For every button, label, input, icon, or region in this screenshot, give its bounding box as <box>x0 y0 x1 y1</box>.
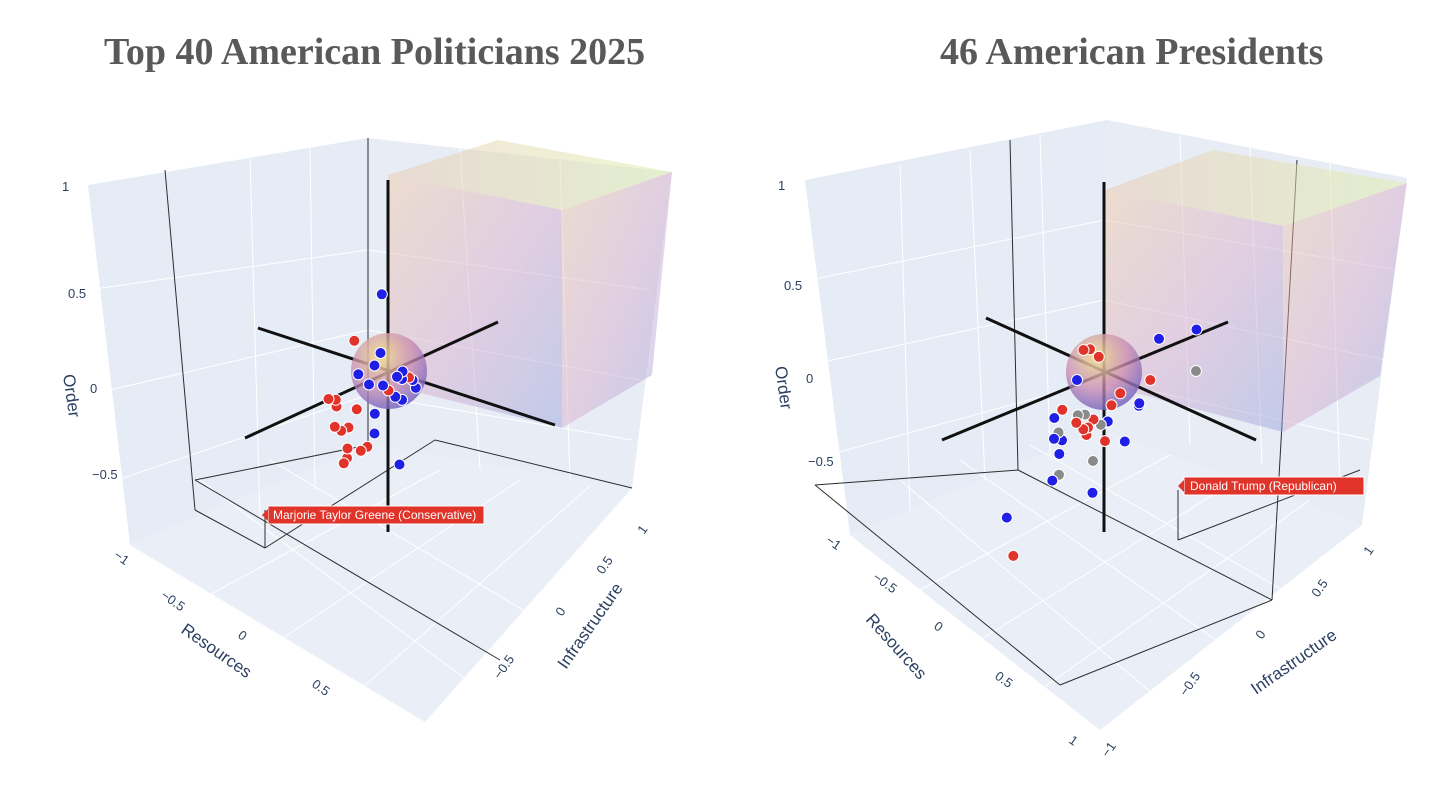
data-point-republican[interactable] <box>1099 435 1111 448</box>
left-z-ticks: 1 0.5 0 −0.5 <box>62 179 118 482</box>
left-positive-octant-box <box>388 140 672 428</box>
left-y-axis-label: Infrastructure <box>554 579 627 672</box>
data-point-democrat[interactable] <box>1000 511 1013 524</box>
chart-politicians: Marjorie Taylor Greene (Conservative) 1 … <box>59 138 672 722</box>
svg-text:1: 1 <box>1066 732 1081 748</box>
data-point-republican[interactable] <box>350 403 363 416</box>
data-point-democrat[interactable] <box>363 378 375 391</box>
data-point-other[interactable] <box>1190 365 1202 377</box>
data-point-democrat[interactable] <box>1086 486 1099 499</box>
data-point-republican[interactable] <box>1070 416 1083 429</box>
svg-text:−1: −1 <box>111 547 132 568</box>
data-point-republican[interactable] <box>1077 344 1090 356</box>
svg-text:0: 0 <box>90 381 97 396</box>
data-point-republican[interactable] <box>1114 387 1127 400</box>
data-point-democrat[interactable] <box>1118 435 1131 448</box>
data-point-republican[interactable] <box>337 457 350 470</box>
svg-text:0: 0 <box>552 604 568 619</box>
right-positive-octant-box <box>1105 150 1407 432</box>
svg-text:0: 0 <box>1252 627 1268 642</box>
right-z-axis-label: Order <box>771 365 796 411</box>
svg-text:−0.5: −0.5 <box>808 454 834 469</box>
left-data-points <box>322 288 422 524</box>
data-point-democrat[interactable] <box>368 427 381 440</box>
svg-text:−1: −1 <box>1098 739 1119 760</box>
svg-text:−0.5: −0.5 <box>158 587 188 614</box>
svg-text:−0.5: −0.5 <box>92 467 118 482</box>
left-gridlines <box>87 146 651 691</box>
svg-text:0.5: 0.5 <box>593 553 616 576</box>
data-point-republican[interactable] <box>354 444 367 457</box>
left-box-edges <box>164 138 633 661</box>
data-point-democrat[interactable] <box>391 370 403 383</box>
data-point-democrat[interactable] <box>393 458 406 471</box>
data-point-democrat[interactable] <box>1071 374 1083 386</box>
right-x-axis-label: Resources <box>862 610 930 683</box>
right-hover-text: Donald Trump (Republican) <box>1190 479 1337 493</box>
data-point-democrat[interactable] <box>1133 397 1146 410</box>
data-point-republican[interactable] <box>341 442 354 455</box>
svg-text:1: 1 <box>62 179 69 194</box>
right-floor-pane <box>850 430 1362 730</box>
left-z-axis-label: Order <box>59 373 84 419</box>
data-point-democrat[interactable] <box>1048 412 1061 424</box>
data-point-democrat[interactable] <box>1190 323 1203 336</box>
data-point-democrat[interactable] <box>1153 332 1165 345</box>
data-point-democrat[interactable] <box>1053 448 1066 460</box>
right-hover-label: Donald Trump (Republican) <box>1178 476 1365 496</box>
right-back-pane-a <box>805 120 1107 535</box>
svg-text:−0.5: −0.5 <box>870 569 900 596</box>
data-point-republican[interactable] <box>328 420 341 433</box>
svg-text:0: 0 <box>806 371 813 386</box>
svg-text:1: 1 <box>778 178 785 193</box>
svg-text:−0.5: −0.5 <box>1176 669 1203 699</box>
right-z-ticks: 1 0.5 0 −0.5 <box>778 178 834 469</box>
svg-text:0.5: 0.5 <box>68 286 86 301</box>
data-point-democrat[interactable] <box>1046 474 1059 487</box>
data-point-republican[interactable] <box>1105 399 1118 412</box>
data-point-republican[interactable] <box>1144 374 1157 386</box>
left-hover-label: Marjorie Taylor Greene (Conservative) <box>262 505 485 525</box>
left-back-pane-a <box>88 138 368 545</box>
svg-text:0.5: 0.5 <box>309 676 332 699</box>
right-data-points <box>1000 323 1203 562</box>
data-point-democrat[interactable] <box>374 347 387 359</box>
data-point-other[interactable] <box>1087 455 1099 467</box>
chart-title-politicians: Top 40 American Politicians 2025 <box>104 31 646 73</box>
data-point-democrat[interactable] <box>1048 432 1060 445</box>
data-point-democrat[interactable] <box>375 288 388 301</box>
data-point-republican[interactable] <box>322 393 335 405</box>
chart-presidents: Donald Trump (Republican) 1 0.5 0 −0.5 O… <box>771 120 1407 760</box>
data-point-republican[interactable] <box>1056 403 1069 416</box>
data-point-republican[interactable] <box>1092 350 1105 363</box>
data-point-democrat[interactable] <box>368 407 381 420</box>
svg-text:0: 0 <box>931 618 946 634</box>
right-box-edges <box>814 139 1361 686</box>
data-point-republican[interactable] <box>1007 549 1020 562</box>
svg-text:1: 1 <box>634 522 650 537</box>
data-point-democrat[interactable] <box>368 359 381 372</box>
svg-text:0.5: 0.5 <box>992 668 1015 691</box>
svg-text:0.5: 0.5 <box>1308 576 1331 599</box>
data-point-democrat[interactable] <box>352 368 365 381</box>
data-point-republican[interactable] <box>348 334 361 347</box>
svg-text:−1: −1 <box>823 532 844 553</box>
svg-text:1: 1 <box>1360 543 1376 558</box>
right-origin-sphere <box>1066 334 1142 410</box>
left-floor-pane <box>130 445 632 722</box>
svg-text:0.5: 0.5 <box>784 278 802 293</box>
svg-text:0: 0 <box>235 627 250 643</box>
chart-title-presidents: 46 American Presidents <box>940 31 1324 73</box>
left-hover-text: Marjorie Taylor Greene (Conservative) <box>273 508 476 522</box>
data-point-democrat[interactable] <box>377 379 389 392</box>
